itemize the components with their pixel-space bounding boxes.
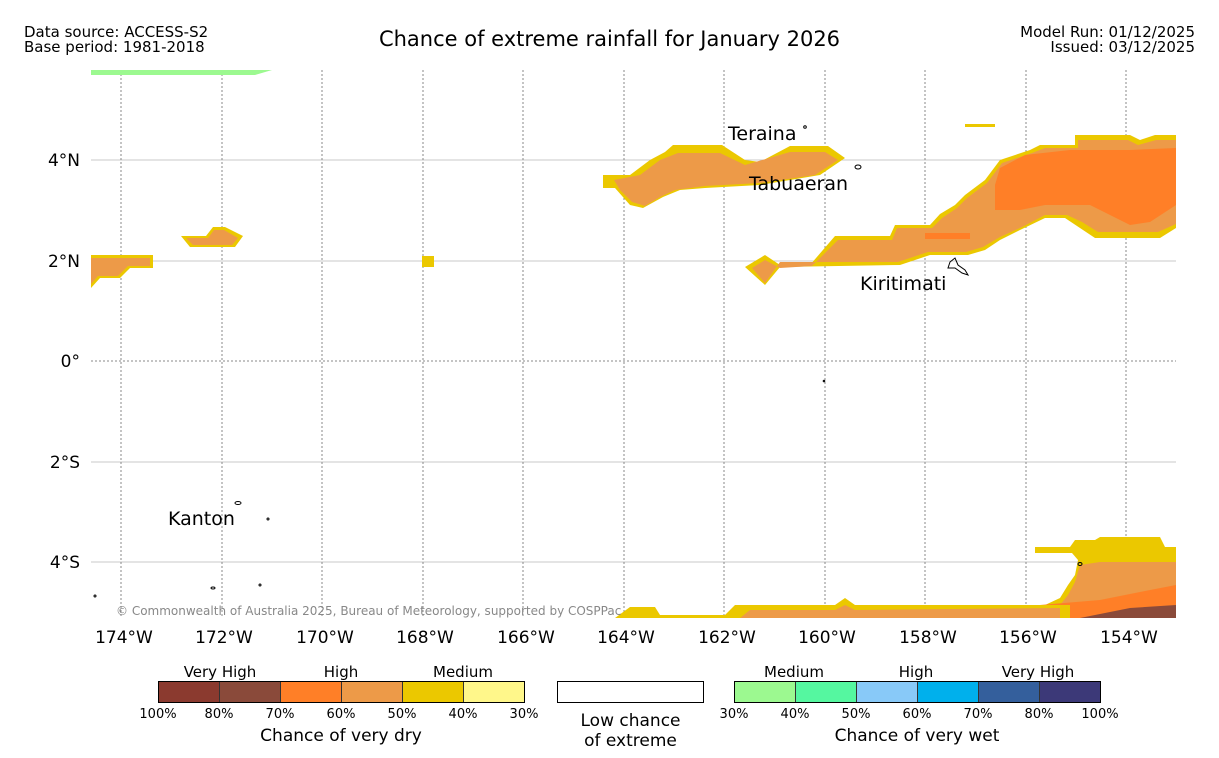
wet-tick-label: 40% [780, 707, 810, 722]
place-label-teraina: Teraina [727, 123, 797, 145]
dry-tick-label: 50% [387, 707, 417, 722]
wet-tick-label: 100% [1081, 707, 1119, 722]
dry-group-label-medium: Medium [433, 663, 493, 681]
place-label-kiritimati: Kiritimati [860, 273, 946, 295]
lat-label: 2°S [50, 453, 80, 473]
dry-region-168w [422, 256, 434, 267]
dry-tick-label: 100% [139, 707, 177, 722]
dry-tick-label: 30% [509, 707, 539, 722]
dry-medium-sliver [965, 124, 995, 127]
wet-group-label-medium: Medium [764, 663, 824, 681]
issued-text: Issued: 03/12/2025 [1050, 38, 1195, 56]
map-title: Chance of extreme rainfall for January 2… [378, 27, 841, 51]
dry-region-172w-inner [186, 230, 238, 245]
lon-label: 154°W [1100, 628, 1158, 648]
wet-colorbar-segment [796, 682, 857, 702]
lon-label: 168°W [396, 628, 454, 648]
wet-colorbar-segment [735, 682, 796, 702]
lat-label: 0° [61, 352, 80, 372]
lon-label: 166°W [497, 628, 555, 648]
latitude-labels: 4°N 2°N 0° 2°S 4°S [48, 151, 80, 573]
dry-colorbar-segment [403, 682, 464, 702]
place-label-tabuaeran: Tabuaeran [748, 173, 848, 195]
wet-group-label-high: High [898, 663, 934, 681]
dry-colorbar [158, 681, 525, 703]
wet-medium-region [91, 70, 272, 75]
wet-tick-label: 30% [719, 707, 749, 722]
dry-tick-label: 40% [448, 707, 478, 722]
lon-label: 158°W [899, 628, 957, 648]
dry-region-west-inner [91, 258, 150, 284]
lon-label: 170°W [296, 628, 354, 648]
dry-tick-label: 60% [326, 707, 356, 722]
low-chance-box [557, 681, 704, 703]
lon-label: 156°W [999, 628, 1057, 648]
dry-tick-label: 80% [204, 707, 234, 722]
dry-colorbar-segment [159, 682, 220, 702]
lat-label: 4°N [48, 151, 80, 171]
dry-colorbar-segment [342, 682, 403, 702]
low-chance-label: Low chance of extreme [557, 711, 704, 751]
wet-legend-title: Chance of very wet [834, 726, 1000, 746]
lat-label: 4°S [50, 553, 80, 573]
lon-label: 160°W [798, 628, 856, 648]
lon-label: 164°W [597, 628, 655, 648]
dry-legend-title: Chance of very dry [260, 726, 422, 746]
wet-colorbar [734, 681, 1101, 703]
place-labels: Teraina Tabuaeran Kiritimati Kanton [168, 123, 946, 530]
low-chance-line1: Low chance [580, 711, 681, 731]
dry-colorbar-segment [281, 682, 342, 702]
header-source-info: Data source: ACCESS-S2 Base period: 1981… [24, 25, 208, 55]
dry-high-sliver [925, 233, 970, 239]
dry-tick-label: 70% [265, 707, 295, 722]
dry-region-teraina-inner [614, 152, 838, 206]
header-run-info: Model Run: 01/12/2025 Issued: 03/12/2025 [1020, 25, 1195, 55]
copyright-text: © Commonwealth of Australia 2025, Bureau… [116, 604, 621, 618]
wet-tick-label: 80% [1024, 707, 1054, 722]
wet-tick-label: 60% [902, 707, 932, 722]
islands [93, 125, 1083, 598]
dry-region-south-inner [740, 605, 1060, 618]
dry-colorbar-segment [220, 682, 281, 702]
wet-colorbar-segment [979, 682, 1040, 702]
wet-tick-label: 70% [963, 707, 993, 722]
dry-high-region-northeast [995, 148, 1176, 225]
lon-label: 172°W [195, 628, 253, 648]
latitude-gridlines [91, 159, 1176, 563]
wet-colorbar-segment [857, 682, 918, 702]
base-period-text: Base period: 1981-2018 [24, 38, 205, 56]
dry-group-label-very-high: Very High [183, 663, 257, 681]
place-label-kanton: Kanton [168, 508, 235, 530]
lat-label: 2°N [48, 252, 80, 272]
rainfall-regions [91, 70, 1176, 618]
dry-colorbar-segment [464, 682, 524, 702]
data-source-text: Data source: ACCESS-S2 [24, 23, 209, 41]
low-chance-line2: of extreme [584, 731, 677, 751]
longitude-gridlines [120, 70, 1127, 618]
lon-label: 174°W [95, 628, 153, 648]
dry-group-label-high: High [323, 663, 359, 681]
wet-group-label-very-high: Very High [1001, 663, 1075, 681]
wet-colorbar-segment [918, 682, 979, 702]
wet-tick-label: 50% [841, 707, 871, 722]
lon-label: 162°W [698, 628, 756, 648]
model-run-text: Model Run: 01/12/2025 [1020, 23, 1195, 41]
dry-veryhigh-region-southeast [1080, 605, 1176, 618]
longitude-labels: 174°W 172°W 170°W 168°W 166°W 164°W 162°… [95, 628, 1158, 648]
wet-colorbar-segment [1040, 682, 1100, 702]
